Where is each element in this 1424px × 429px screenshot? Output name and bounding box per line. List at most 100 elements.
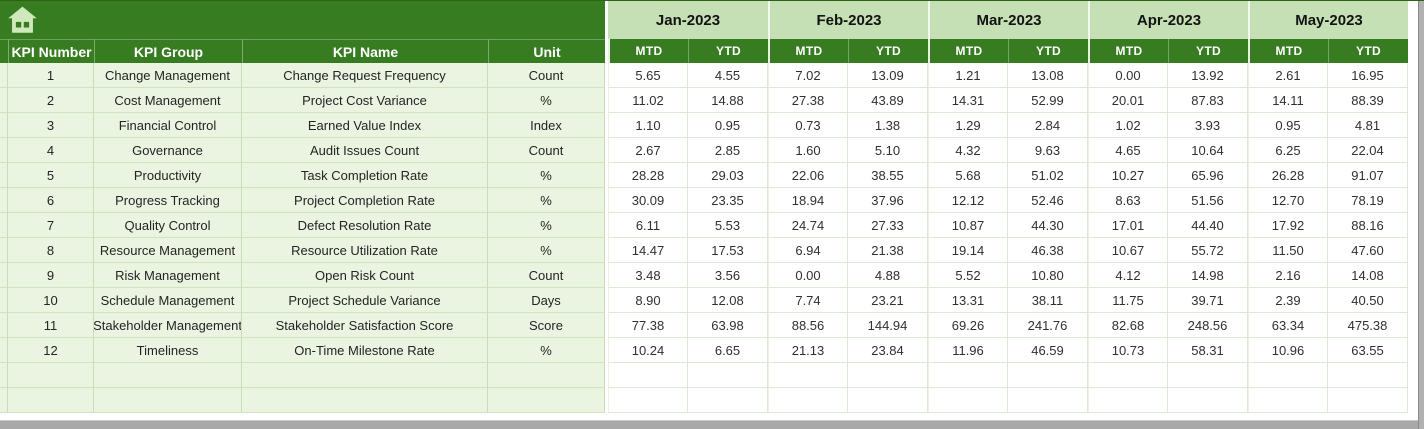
value-cell[interactable]: 29.03 xyxy=(688,163,768,188)
value-cell[interactable]: 3.93 xyxy=(1168,113,1248,138)
value-cell[interactable]: 40.50 xyxy=(1328,288,1408,313)
value-cell[interactable]: 87.83 xyxy=(1168,88,1248,113)
empty-value-cell[interactable] xyxy=(688,388,768,413)
kpi-group-cell[interactable]: Cost Management xyxy=(94,88,242,113)
value-cell[interactable]: 38.11 xyxy=(1008,288,1088,313)
kpi-group-cell[interactable]: Quality Control xyxy=(94,213,242,238)
empty-value-cell[interactable] xyxy=(768,363,848,388)
value-cell[interactable]: 6.11 xyxy=(608,213,688,238)
unit-cell[interactable]: Count xyxy=(488,138,605,163)
value-cell[interactable]: 10.87 xyxy=(928,213,1008,238)
value-cell[interactable]: 14.98 xyxy=(1168,263,1248,288)
empty-value-cell[interactable] xyxy=(1088,388,1168,413)
kpi-name-cell[interactable]: Open Risk Count xyxy=(242,263,488,288)
value-cell[interactable]: 6.94 xyxy=(768,238,848,263)
value-cell[interactable]: 44.40 xyxy=(1168,213,1248,238)
empty-value-cell[interactable] xyxy=(1168,363,1248,388)
month-header[interactable]: May-2023 xyxy=(1248,1,1408,39)
value-cell[interactable]: 27.33 xyxy=(848,213,928,238)
value-cell[interactable]: 10.64 xyxy=(1168,138,1248,163)
value-cell[interactable]: 14.88 xyxy=(688,88,768,113)
kpi-name-cell[interactable]: Task Completion Rate xyxy=(242,163,488,188)
column-header[interactable]: KPI Number xyxy=(8,39,94,63)
value-cell[interactable]: 2.84 xyxy=(1008,113,1088,138)
kpi-group-cell[interactable]: Stakeholder Management xyxy=(94,313,242,338)
empty-label-cell[interactable] xyxy=(94,363,242,388)
value-cell[interactable]: 22.06 xyxy=(768,163,848,188)
empty-value-cell[interactable] xyxy=(1248,363,1328,388)
horizontal-scrollbar[interactable] xyxy=(0,420,1424,429)
kpi-number-cell[interactable]: 5 xyxy=(8,163,94,188)
empty-value-cell[interactable] xyxy=(848,363,928,388)
value-cell[interactable]: 12.08 xyxy=(688,288,768,313)
value-cell[interactable]: 5.53 xyxy=(688,213,768,238)
kpi-group-cell[interactable]: Progress Tracking xyxy=(94,188,242,213)
period-header-ytd[interactable]: YTD xyxy=(688,39,768,63)
value-cell[interactable]: 248.56 xyxy=(1168,313,1248,338)
month-header[interactable]: Feb-2023 xyxy=(768,1,928,39)
period-header-mtd[interactable]: MTD xyxy=(1088,39,1168,63)
value-cell[interactable]: 6.25 xyxy=(1248,138,1328,163)
kpi-group-cell[interactable]: Financial Control xyxy=(94,113,242,138)
kpi-name-cell[interactable]: Project Schedule Variance xyxy=(242,288,488,313)
value-cell[interactable]: 4.12 xyxy=(1088,263,1168,288)
value-cell[interactable]: 46.59 xyxy=(1008,338,1088,363)
value-cell[interactable]: 14.47 xyxy=(608,238,688,263)
value-cell[interactable]: 7.74 xyxy=(768,288,848,313)
value-cell[interactable]: 5.68 xyxy=(928,163,1008,188)
value-cell[interactable]: 0.95 xyxy=(1248,113,1328,138)
kpi-name-cell[interactable]: Resource Utilization Rate xyxy=(242,238,488,263)
value-cell[interactable]: 14.11 xyxy=(1248,88,1328,113)
value-cell[interactable]: 44.30 xyxy=(1008,213,1088,238)
value-cell[interactable]: 241.76 xyxy=(1008,313,1088,338)
value-cell[interactable]: 10.96 xyxy=(1248,338,1328,363)
value-cell[interactable]: 1.38 xyxy=(848,113,928,138)
value-cell[interactable]: 12.12 xyxy=(928,188,1008,213)
value-cell[interactable]: 5.10 xyxy=(848,138,928,163)
period-header-mtd[interactable]: MTD xyxy=(768,39,848,63)
value-cell[interactable]: 18.94 xyxy=(768,188,848,213)
value-cell[interactable]: 91.07 xyxy=(1328,163,1408,188)
empty-value-cell[interactable] xyxy=(928,388,1008,413)
value-cell[interactable]: 0.00 xyxy=(768,263,848,288)
kpi-number-cell[interactable]: 3 xyxy=(8,113,94,138)
value-cell[interactable]: 10.80 xyxy=(1008,263,1088,288)
kpi-name-cell[interactable]: Project Completion Rate xyxy=(242,188,488,213)
value-cell[interactable]: 23.35 xyxy=(688,188,768,213)
value-cell[interactable]: 88.56 xyxy=(768,313,848,338)
kpi-number-cell[interactable]: 8 xyxy=(8,238,94,263)
kpi-number-cell[interactable]: 12 xyxy=(8,338,94,363)
value-cell[interactable]: 5.65 xyxy=(608,63,688,88)
value-cell[interactable]: 6.65 xyxy=(688,338,768,363)
kpi-group-cell[interactable]: Timeliness xyxy=(94,338,242,363)
value-cell[interactable]: 1.60 xyxy=(768,138,848,163)
value-cell[interactable]: 14.08 xyxy=(1328,263,1408,288)
kpi-group-cell[interactable]: Governance xyxy=(94,138,242,163)
empty-value-cell[interactable] xyxy=(928,363,1008,388)
value-cell[interactable]: 4.32 xyxy=(928,138,1008,163)
value-cell[interactable]: 38.55 xyxy=(848,163,928,188)
value-cell[interactable]: 4.55 xyxy=(688,63,768,88)
value-cell[interactable]: 52.46 xyxy=(1008,188,1088,213)
value-cell[interactable]: 13.08 xyxy=(1008,63,1088,88)
value-cell[interactable]: 63.55 xyxy=(1328,338,1408,363)
kpi-name-cell[interactable]: Audit Issues Count xyxy=(242,138,488,163)
kpi-name-cell[interactable]: Earned Value Index xyxy=(242,113,488,138)
empty-value-cell[interactable] xyxy=(608,388,688,413)
kpi-name-cell[interactable]: Stakeholder Satisfaction Score xyxy=(242,313,488,338)
value-cell[interactable]: 39.71 xyxy=(1168,288,1248,313)
period-header-mtd[interactable]: MTD xyxy=(928,39,1008,63)
kpi-name-cell[interactable]: On-Time Milestone Rate xyxy=(242,338,488,363)
value-cell[interactable]: 65.96 xyxy=(1168,163,1248,188)
empty-value-cell[interactable] xyxy=(1328,363,1408,388)
value-cell[interactable]: 5.52 xyxy=(928,263,1008,288)
value-cell[interactable]: 13.09 xyxy=(848,63,928,88)
value-cell[interactable]: 17.92 xyxy=(1248,213,1328,238)
empty-label-cell[interactable] xyxy=(242,363,488,388)
period-header-mtd[interactable]: MTD xyxy=(608,39,688,63)
value-cell[interactable]: 11.50 xyxy=(1248,238,1328,263)
kpi-group-cell[interactable]: Resource Management xyxy=(94,238,242,263)
value-cell[interactable]: 23.84 xyxy=(848,338,928,363)
value-cell[interactable]: 11.75 xyxy=(1088,288,1168,313)
value-cell[interactable]: 0.73 xyxy=(768,113,848,138)
